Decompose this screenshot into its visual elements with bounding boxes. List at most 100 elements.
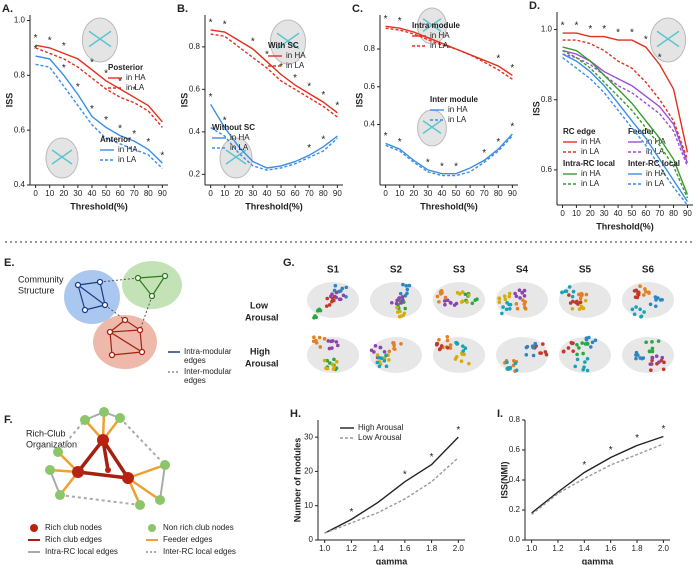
- diagram-f: F. Rich-Club Organization Rich club node…: [4, 407, 236, 556]
- series-line: [385, 135, 513, 177]
- panel-label: G.: [283, 257, 295, 269]
- legend-label: in LA: [286, 61, 305, 70]
- series-line: [562, 49, 689, 199]
- significance-marker: *: [90, 104, 94, 115]
- network-node: [581, 367, 585, 372]
- row-label: Low: [250, 300, 269, 310]
- x-tick-label: 90: [508, 189, 517, 198]
- series-line: [35, 47, 163, 128]
- network-node: [583, 342, 588, 346]
- y-tick-label: 0.6: [14, 125, 26, 134]
- network-node: [442, 299, 447, 303]
- series-line: [324, 436, 459, 534]
- network-node: [632, 289, 637, 293]
- network-node: [314, 338, 318, 343]
- x-tick-label: 0: [33, 189, 38, 198]
- network-node: [461, 349, 466, 353]
- network-node: [539, 351, 543, 355]
- network-node: [329, 339, 333, 344]
- network-node: [580, 341, 584, 345]
- network-node: [575, 342, 579, 347]
- network-bg: [496, 337, 548, 373]
- brain-image: [45, 137, 79, 179]
- legend-title: Without SC: [212, 123, 255, 132]
- x-tick-label: 50: [102, 189, 111, 198]
- significance-marker: *: [76, 82, 80, 93]
- row-label: Arousal: [245, 358, 279, 368]
- network-node: [403, 306, 408, 311]
- x-tick-label: 40: [263, 189, 272, 198]
- significance-marker: *: [349, 507, 353, 518]
- x-tick-label: 20: [586, 209, 595, 218]
- x-tick-label: 70: [305, 189, 314, 198]
- significance-marker: *: [510, 122, 514, 133]
- panel-label: A.: [2, 3, 13, 15]
- title: Structure: [18, 285, 55, 295]
- x-axis-label: Threshold(%): [420, 201, 478, 211]
- network-node: [502, 294, 507, 298]
- legend-label: in HA: [430, 31, 450, 40]
- network-node: [437, 300, 441, 304]
- brain-image: [269, 19, 307, 65]
- network-node: [522, 294, 527, 298]
- network-node: [325, 358, 330, 363]
- legend-label: in HA: [646, 169, 666, 178]
- network-node: [650, 358, 654, 363]
- network-node: [460, 299, 465, 304]
- network-node: [458, 292, 462, 296]
- panel-label: H.: [290, 408, 301, 420]
- legend-label: in HA: [118, 145, 138, 154]
- significance-marker: *: [34, 33, 38, 44]
- rich-nodes: [72, 434, 134, 484]
- network-node: [650, 340, 654, 344]
- legend-label: in HA: [126, 73, 146, 82]
- network-node: [379, 356, 384, 361]
- x-tick-label: 30: [73, 189, 82, 198]
- legend-label: edges: [184, 376, 206, 385]
- diagram-g: G. Low Arousal High Arousal S1 S2 S3 S4 S5 S6: [245, 257, 674, 373]
- x-tick-label: 1.0: [319, 544, 331, 553]
- network-node: [399, 301, 403, 305]
- network-bg: [433, 282, 485, 318]
- series-line: [35, 44, 163, 123]
- x-tick-label: 90: [158, 189, 167, 198]
- network-node: [567, 285, 572, 289]
- network-node: [392, 347, 397, 351]
- significance-marker: *: [293, 73, 297, 84]
- significance-marker: *: [510, 63, 514, 74]
- network-node: [585, 368, 590, 373]
- y-axis-label: ISS: [4, 93, 14, 108]
- network-node: [647, 290, 651, 295]
- network-node: [508, 306, 512, 311]
- column-label: S3: [453, 265, 466, 276]
- legend-label: in LA: [126, 83, 145, 92]
- brain-edge: [88, 30, 112, 48]
- network-node: [448, 346, 453, 350]
- network-node: [648, 302, 653, 307]
- column-label: S2: [390, 265, 403, 276]
- network-node: [448, 343, 453, 347]
- module: [64, 270, 120, 324]
- nodes: [74, 272, 169, 359]
- series-line: [562, 46, 689, 195]
- y-tick-label: 0.4: [364, 120, 376, 129]
- network-node: [544, 352, 549, 357]
- significance-marker: *: [62, 41, 66, 52]
- series-line: [385, 25, 513, 76]
- network-node: [327, 303, 332, 307]
- network-node: [333, 283, 338, 288]
- significance-marker: *: [454, 161, 458, 172]
- series-line: [35, 55, 163, 164]
- inter-edges: [99, 277, 153, 331]
- series-line: [531, 435, 664, 514]
- network-node: [638, 307, 642, 312]
- network-node: [520, 290, 525, 295]
- brain-edge: [656, 30, 680, 48]
- legend-label: Intra-modular: [184, 347, 232, 356]
- network-node: [654, 354, 659, 359]
- y-axis-label: ISS: [179, 93, 189, 108]
- column-label: S4: [516, 265, 529, 276]
- y-tick-label: 30: [304, 432, 313, 441]
- network-node: [334, 340, 339, 344]
- network-node: [467, 361, 471, 366]
